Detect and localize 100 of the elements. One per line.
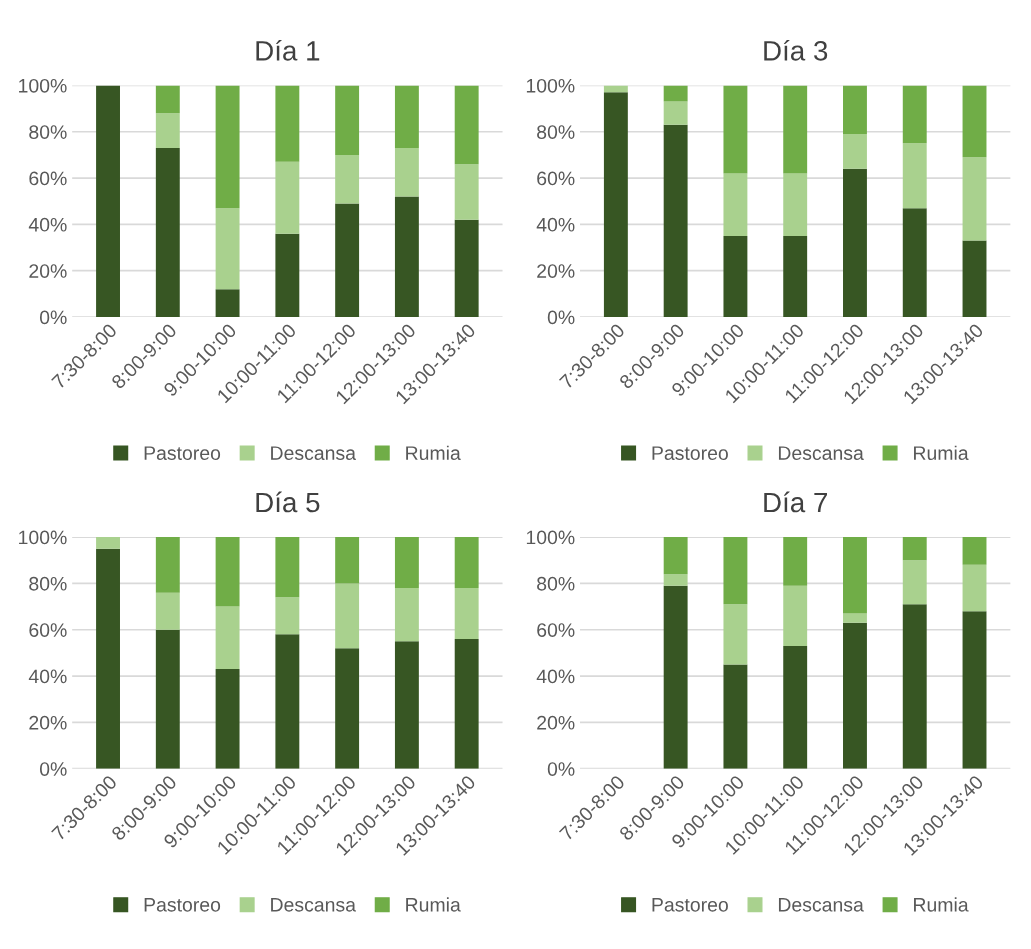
- y-tick-label: 40%: [28, 669, 67, 684]
- bar: [394, 588, 419, 642]
- y-tick-label: 80%: [537, 576, 575, 591]
- bar: [663, 537, 688, 575]
- bar: [454, 638, 479, 769]
- bar: [394, 196, 419, 318]
- bar: [394, 147, 419, 197]
- bar: [603, 92, 628, 318]
- y-tick-label: 40%: [536, 669, 575, 684]
- bar: [335, 85, 360, 155]
- y-tick-label: 60%: [537, 623, 575, 637]
- bar: [843, 134, 867, 169]
- legend-label: Descansa: [271, 898, 356, 912]
- bar: [783, 645, 808, 769]
- y-tick-label: 20%: [29, 264, 67, 278]
- bar: [962, 564, 987, 612]
- chart-title: Día 3: [764, 39, 828, 61]
- legend-label: Rumia: [406, 897, 461, 912]
- bar: [962, 157, 987, 241]
- bar: [394, 85, 419, 148]
- bar: [275, 537, 300, 598]
- bar: [275, 85, 300, 162]
- bar: [962, 611, 987, 769]
- y-tick-label: 20%: [29, 715, 67, 730]
- bar: [663, 585, 688, 769]
- y-tick-label: 60%: [29, 623, 67, 637]
- bar: [783, 585, 808, 646]
- y-tick-label: 60%: [29, 171, 67, 186]
- bar: [335, 154, 360, 204]
- chart-title: Día 7: [764, 491, 827, 513]
- legend-label: Descansa: [271, 446, 356, 460]
- bar: [215, 669, 240, 769]
- bar: [843, 85, 867, 135]
- bar: [275, 161, 300, 234]
- bar: [843, 613, 867, 623]
- bar: [843, 168, 867, 318]
- y-tick-label: 0%: [39, 762, 67, 776]
- bar: [155, 537, 180, 593]
- bar: [215, 289, 240, 318]
- bar: [843, 537, 867, 614]
- bar: [902, 143, 927, 209]
- bar: [335, 583, 360, 649]
- bar: [335, 203, 360, 318]
- y-tick-label: 0%: [547, 762, 575, 776]
- bar: [723, 235, 748, 318]
- bar: [902, 85, 927, 144]
- bar: [96, 85, 120, 318]
- legend-label: Pastoreo: [144, 898, 221, 912]
- bar: [155, 147, 180, 318]
- bar: [783, 235, 808, 318]
- bar: [902, 604, 927, 769]
- bar: [215, 606, 240, 670]
- bar: [275, 597, 300, 635]
- y-tick-label: 0%: [547, 310, 575, 325]
- bar: [962, 85, 987, 158]
- y-tick-label: 100%: [526, 530, 575, 545]
- legend-label: Rumia: [914, 897, 969, 912]
- bar: [663, 124, 688, 318]
- y-tick-label: 100%: [19, 78, 67, 93]
- bar: [902, 537, 927, 561]
- bar: [96, 537, 120, 549]
- bar: [962, 240, 987, 318]
- y-tick-label: 100%: [19, 530, 67, 545]
- y-tick-label: 60%: [537, 171, 575, 186]
- bar: [902, 560, 927, 605]
- bar: [394, 641, 419, 769]
- y-tick-label: 20%: [537, 264, 575, 278]
- y-tick-label: 40%: [28, 217, 67, 232]
- bar: [783, 85, 808, 174]
- bar: [962, 537, 987, 565]
- bar: [454, 85, 479, 165]
- bar: [783, 537, 808, 586]
- legend-label: Descansa: [778, 898, 864, 912]
- bar: [902, 208, 927, 318]
- bar: [215, 208, 240, 290]
- legend-label: Descansa: [778, 446, 864, 460]
- y-tick-label: 0%: [39, 310, 67, 325]
- bar: [335, 648, 360, 769]
- bar: [454, 164, 479, 220]
- bar: [155, 629, 180, 769]
- bar: [454, 219, 479, 318]
- bar: [215, 85, 240, 209]
- bar: [155, 592, 180, 630]
- bar: [275, 233, 300, 318]
- bar: [454, 588, 479, 639]
- bar: [155, 85, 180, 114]
- bar: [663, 101, 688, 125]
- y-tick-label: 80%: [537, 125, 575, 139]
- bar: [723, 664, 748, 769]
- bar: [723, 604, 748, 665]
- legend-label: Pastoreo: [144, 446, 221, 460]
- bar: [783, 173, 808, 236]
- bar: [723, 537, 748, 605]
- legend-label: Rumia: [914, 445, 969, 460]
- y-tick-label: 100%: [526, 78, 575, 93]
- chart-title: Día 5: [256, 491, 320, 513]
- bar: [663, 85, 688, 102]
- y-tick-label: 40%: [536, 217, 575, 232]
- bar: [394, 537, 419, 589]
- bar: [335, 537, 360, 584]
